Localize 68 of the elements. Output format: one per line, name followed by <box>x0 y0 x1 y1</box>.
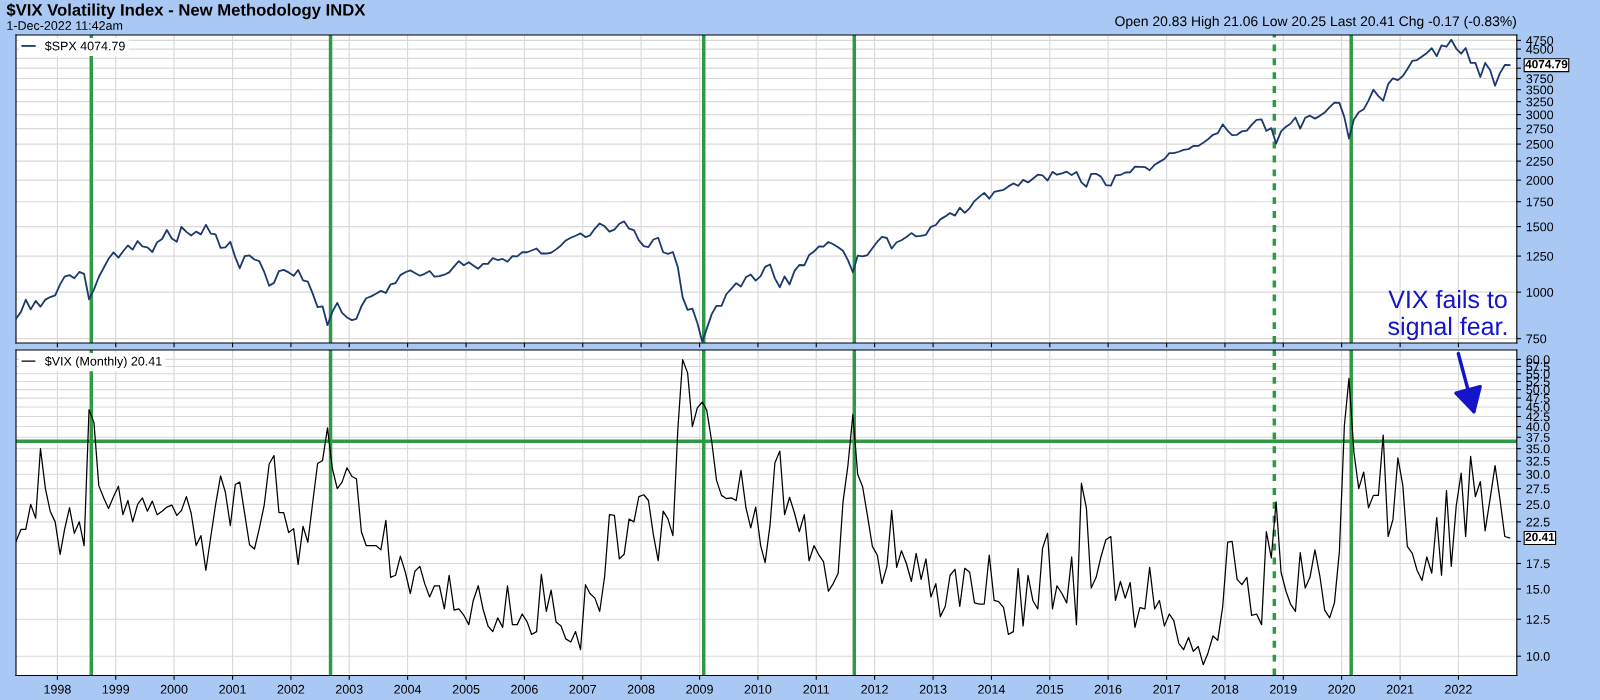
y-tick-label: 1750 <box>1526 197 1554 207</box>
y-tick-label: 1500 <box>1526 222 1554 232</box>
y-tick-label: 17.5 <box>1526 559 1550 569</box>
x-tick-label: 2017 <box>1153 684 1180 694</box>
y-tick-label: 52.5 <box>1526 377 1550 387</box>
y-tick-label: 57.5 <box>1526 362 1550 372</box>
y-tick-label: 2500 <box>1526 139 1554 149</box>
x-tick-label: 2019 <box>1270 684 1297 694</box>
y-tick-label: 750 <box>1526 334 1547 344</box>
x-tick-label: 2014 <box>978 684 1005 694</box>
x-tick-label: 2018 <box>1211 684 1239 694</box>
annotation: 4074.79 <box>1525 59 1568 69</box>
x-tick-label: 2020 <box>1328 684 1356 694</box>
x-tick-label: 2001 <box>219 684 246 694</box>
y-tick-label: 2000 <box>1526 175 1554 185</box>
annotation: 20.41 <box>1525 532 1555 542</box>
x-tick-label: 2005 <box>452 684 480 694</box>
x-tick-label: 2022 <box>1445 684 1472 694</box>
y-tick-label: 45.0 <box>1526 402 1550 412</box>
y-tick-label: 60.0 <box>1526 355 1550 365</box>
y-tick-label: 47.5 <box>1526 394 1550 403</box>
x-tick-label: 2016 <box>1094 684 1122 694</box>
x-tick-label: 2006 <box>511 684 538 694</box>
y-tick-label: 22.5 <box>1526 517 1550 527</box>
x-tick-label: 2011 <box>803 684 830 694</box>
y-tick-label: 2250 <box>1526 156 1554 166</box>
x-tick-label: 2004 <box>394 684 422 694</box>
y-tick-label: 50.0 <box>1526 385 1550 395</box>
y-tick-label: 25.0 <box>1526 500 1550 510</box>
x-tick-label: 2013 <box>919 684 947 694</box>
x-tick-label: 2000 <box>160 684 188 694</box>
y-tick-label: 35.0 <box>1526 444 1550 454</box>
x-tick-label: 2015 <box>1036 684 1064 694</box>
y-tick-label: 15.0 <box>1526 584 1550 594</box>
y-tick-label: 4750 <box>1526 36 1554 46</box>
text: Open 20.83 High 21.06 Low 20.25 Last 20.41 Chg -0.17 (-0.83%) <box>1115 15 1516 29</box>
y-tick-label: 3500 <box>1526 85 1554 95</box>
y-tick-label: 2750 <box>1526 124 1554 134</box>
annotation: VIX fails to signal fear. <box>1388 289 1507 341</box>
y-tick-label: 40.0 <box>1526 422 1550 432</box>
x-tick-label: 1999 <box>102 684 130 694</box>
x-tick-label: 2002 <box>277 684 305 694</box>
y-tick-label: 3250 <box>1526 97 1554 107</box>
y-tick-label: 10.0 <box>1526 652 1550 661</box>
x-tick-label: 2010 <box>744 684 772 694</box>
x-tick-label: 2009 <box>686 684 713 694</box>
y-tick-label: 30.0 <box>1526 470 1550 479</box>
y-tick-label: 27.5 <box>1526 484 1550 494</box>
legend-label: $SPX 4074.79 <box>44 41 125 52</box>
y-tick-label: 3750 <box>1526 74 1554 84</box>
y-tick-label: 12.5 <box>1526 615 1550 624</box>
y-tick-label: 32.5 <box>1526 456 1550 466</box>
x-tick-label: 2012 <box>861 684 888 694</box>
x-tick-label: 2021 <box>1386 684 1414 694</box>
x-tick-label: 1998 <box>44 684 71 694</box>
legend-label: $VIX (Monthly) 20.41 <box>44 356 162 369</box>
chart-title: $VIX Volatility Index - New Methodology INDX <box>6 3 366 20</box>
y-tick-label: 55.0 <box>1526 369 1550 379</box>
x-tick-label: 2003 <box>335 684 363 694</box>
y-tick-label: 1250 <box>1526 251 1554 261</box>
y-tick-label: 42.5 <box>1526 412 1550 422</box>
y-tick-label: 1000 <box>1526 287 1554 297</box>
y-tick-label: 37.5 <box>1526 433 1550 442</box>
y-tick-label: 3000 <box>1526 110 1554 120</box>
x-tick-label: 2008 <box>627 684 655 694</box>
x-tick-label: 2007 <box>569 684 597 694</box>
y-tick-label: 4500 <box>1526 44 1554 54</box>
chart-subtitle: 1-Dec-2022 11:42am <box>7 21 123 30</box>
